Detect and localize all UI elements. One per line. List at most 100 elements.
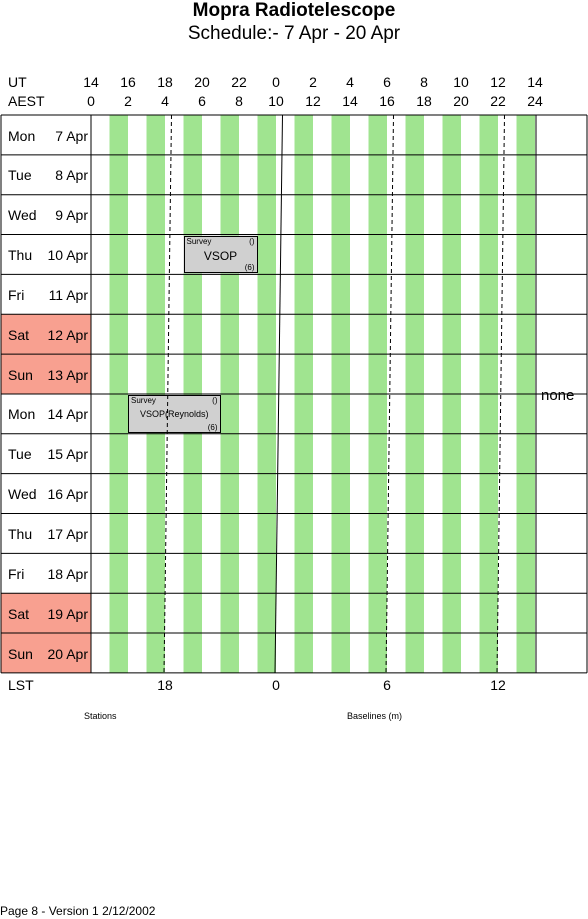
date-text: 13 Apr [47, 366, 88, 383]
ut-tick-label: 14 [527, 74, 543, 90]
aest-tick-label: 0 [87, 93, 95, 109]
ut-tick-label: 12 [490, 74, 506, 90]
day-row-label: Wed 16 Apr [2, 475, 90, 514]
date-text: 17 Apr [47, 526, 88, 542]
page-footer: Page 8 - Version 1 2/12/2002 [0, 904, 156, 918]
lst-dashed-line [163, 114, 172, 673]
weekend-cell [1, 593, 91, 634]
aest-tick-label: 14 [342, 93, 358, 109]
aest-tick-label: 10 [268, 93, 284, 109]
aest-tick-label: 4 [161, 93, 169, 109]
day-row-label: Sun 13 Apr [2, 355, 90, 394]
block-project: VSOP [203, 248, 238, 263]
weekday-text: Sun [8, 645, 33, 662]
block-config: (6) [207, 422, 218, 432]
ut-tick-label: 14 [83, 74, 99, 90]
aest-tick-label: 16 [379, 93, 395, 109]
day-row-label: Tue 15 Apr [2, 435, 90, 474]
weekday-text: Wed [8, 207, 37, 224]
weekday-text: Sat [8, 605, 30, 622]
aest-tick-label: 8 [235, 93, 243, 109]
day-row-label: Thu 17 Apr [2, 515, 90, 554]
lst-tick-label: 0 [272, 677, 280, 693]
day-row-label: Wed 9 Apr [2, 196, 90, 235]
block-observer: () [212, 395, 218, 405]
schedule-block: Survey () VSOP(Reynolds) (6) [128, 394, 221, 433]
block-project: VSOP(Reynolds) [139, 408, 209, 419]
day-row-label: Mon 7 Apr [2, 116, 90, 155]
day-row-label: Sun 20 Apr [2, 634, 90, 673]
lst-dashed-line [385, 114, 394, 673]
block-background [128, 394, 221, 433]
day-row-label: Sat 19 Apr [2, 594, 90, 633]
date-text: 10 Apr [47, 247, 88, 264]
ut-tick-label: 18 [157, 74, 173, 90]
date-text: 12 Apr [47, 326, 88, 343]
date-text: 16 Apr [47, 486, 88, 503]
block-config: (6) [244, 263, 255, 273]
ut-tick-label: 4 [346, 74, 354, 90]
block-background [183, 235, 258, 274]
date-text: 9 Apr [55, 207, 88, 224]
weekday-text: Thu [8, 526, 33, 542]
lst-tick-label: 6 [383, 677, 391, 693]
weekday-text: Sat [8, 326, 30, 343]
date-text: 11 Apr [48, 286, 88, 303]
date-text: 19 Apr [47, 605, 88, 622]
lst-tick-label: 12 [490, 677, 506, 693]
weekend-cell [1, 354, 91, 394]
weekday-text: Mon [8, 127, 36, 144]
baselines-label: Baselines (m) [347, 711, 403, 721]
weekday-text: Thu [8, 247, 33, 264]
day-row-label: Fri 11 Apr [2, 275, 90, 314]
weekday-text: Tue [8, 167, 32, 184]
weekday-text: Sun [8, 366, 33, 383]
schedule-grid [0, 114, 588, 674]
stations-label: Stations [84, 711, 117, 721]
weekday-text: Fri [8, 286, 25, 303]
date-text: 18 Apr [47, 565, 88, 582]
date-text: 8 Apr [55, 167, 88, 184]
day-row-label: Fri 18 Apr [2, 554, 90, 593]
ut-tick-label: 8 [420, 74, 428, 90]
schedule-subtitle: Schedule:- 7 Apr - 20 Apr [187, 23, 401, 44]
date-text: 14 Apr [47, 406, 88, 423]
schedule-block: Survey () VSOP (6) [183, 235, 258, 274]
date-text: 15 Apr [47, 446, 88, 463]
day-row-label: Sat 12 Apr [2, 315, 90, 354]
lst-tick-label: 18 [157, 677, 173, 693]
weekday-text: Wed [8, 486, 37, 503]
aest-tick-label: 24 [527, 93, 543, 109]
ut-tick-label: 6 [383, 74, 391, 90]
stations-config-label: none [541, 387, 575, 404]
day-row-label: Thu 10 Apr [2, 236, 90, 275]
ut-tick-label: 20 [194, 74, 210, 90]
aest-tick-label: 6 [198, 93, 206, 109]
block-observer: () [249, 236, 255, 246]
aest-axis-label: AEST [8, 93, 45, 109]
ut-tick-label: 22 [231, 74, 247, 90]
weekday-text: Mon [8, 406, 36, 423]
date-text: 7 Apr [55, 127, 88, 144]
ut-tick-label: 2 [309, 74, 317, 90]
ut-tick-label: 16 [120, 74, 136, 90]
ut-tick-label: 10 [453, 74, 469, 90]
ut-axis-label: UT [8, 74, 27, 90]
lst-axis-label: LST [8, 677, 34, 693]
weekday-text: Fri [8, 565, 25, 582]
day-row-label: Mon 14 Apr [2, 395, 90, 434]
aest-tick-label: 12 [305, 93, 321, 109]
block-category: Survey [186, 236, 212, 246]
date-text: 20 Apr [47, 645, 88, 662]
weekday-text: Tue [8, 446, 32, 463]
aest-tick-label: 18 [416, 93, 432, 109]
block-category: Survey [131, 395, 156, 405]
ut-tick-label: 0 [272, 74, 280, 90]
page-title: Mopra Radiotelescope [192, 0, 396, 21]
weekend-cell [1, 314, 91, 355]
day-row-label: Tue 8 Apr [2, 156, 90, 195]
aest-tick-label: 20 [453, 93, 469, 109]
weekend-cell [1, 633, 91, 673]
aest-tick-label: 2 [124, 93, 132, 109]
lst-dashed-line [496, 114, 505, 673]
